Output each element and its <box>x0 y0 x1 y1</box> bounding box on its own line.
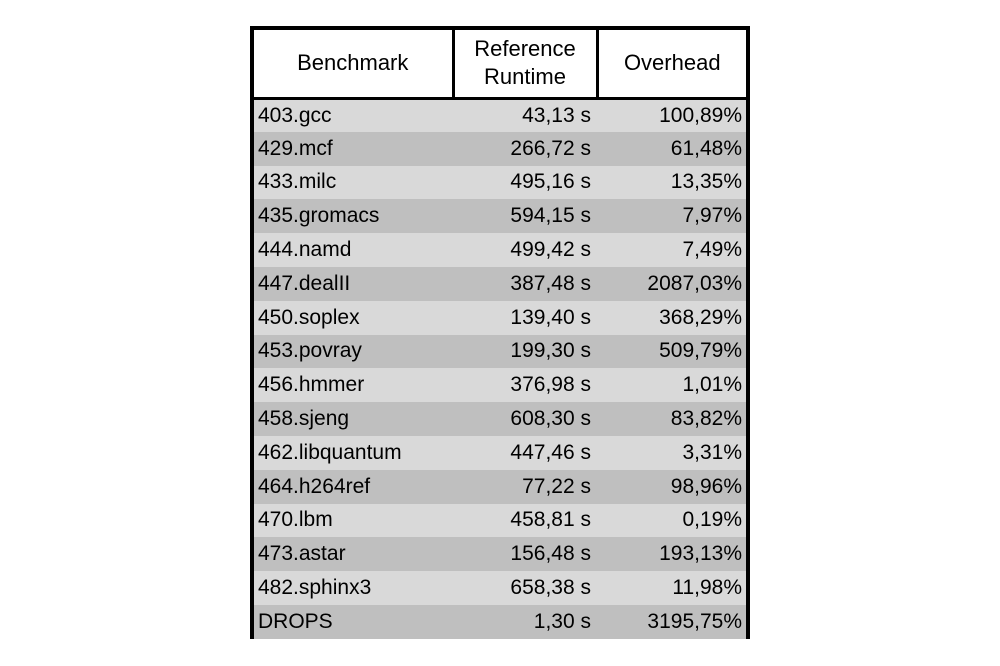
reference-runtime-cell: 139,40 s <box>453 300 597 335</box>
reference-runtime-cell: 594,15 s <box>453 199 597 234</box>
table-row: 458.sjeng 608,30 s 83,82% <box>254 402 746 436</box>
table-row: 473.astar 156,48 s 193,13% <box>254 537 746 572</box>
benchmark-cell: 450.soplex <box>254 300 453 335</box>
reference-runtime-cell: 376,98 s <box>453 368 597 403</box>
table-row: 464.h264ref 77,22 s 98,96% <box>254 469 746 504</box>
overhead-cell: 98,96% <box>597 469 746 504</box>
benchmark-cell: 447.dealII <box>254 266 453 301</box>
benchmark-cell: 435.gromacs <box>254 199 453 234</box>
reference-runtime-cell: 77,22 s <box>453 469 597 504</box>
benchmark-cell: 458.sjeng <box>254 402 453 436</box>
overhead-cell: 509,79% <box>597 334 746 369</box>
overhead-cell: 3195,75% <box>597 604 746 639</box>
benchmark-cell: 444.namd <box>254 233 453 267</box>
reference-runtime-cell: 1,30 s <box>453 604 597 639</box>
benchmark-table: Benchmark Reference Runtime Overhead 403… <box>254 30 746 639</box>
table-row: 429.mcf 266,72 s 61,48% <box>254 131 746 166</box>
reference-runtime-cell: 387,48 s <box>453 266 597 301</box>
reference-runtime-cell: 658,38 s <box>453 571 597 605</box>
table-body: 403.gcc 43,13 s 100,89% 429.mcf 266,72 s 61,4… <box>254 98 746 639</box>
reference-runtime-cell: 43,13 s <box>453 98 597 132</box>
benchmark-cell: 456.hmmer <box>254 368 453 403</box>
benchmark-cell: 453.povray <box>254 334 453 369</box>
benchmark-cell: 462.libquantum <box>254 435 453 470</box>
table-row: 453.povray 199,30 s 509,79% <box>254 334 746 369</box>
table-row: 470.lbm 458,81 s 0,19% <box>254 503 746 538</box>
reference-runtime-cell: 447,46 s <box>453 435 597 470</box>
reference-runtime-cell: 266,72 s <box>453 131 597 166</box>
overhead-cell: 368,29% <box>597 300 746 335</box>
table-row: 403.gcc 43,13 s 100,89% <box>254 98 746 132</box>
reference-runtime-cell: 608,30 s <box>453 402 597 436</box>
reference-runtime-cell: 199,30 s <box>453 334 597 369</box>
table-row: 433.milc 495,16 s 13,35% <box>254 165 746 200</box>
benchmark-table-frame: Benchmark Reference Runtime Overhead 403… <box>250 26 750 639</box>
benchmark-cell: 464.h264ref <box>254 469 453 504</box>
overhead-cell: 7,49% <box>597 233 746 267</box>
table-row: 450.soplex 139,40 s 368,29% <box>254 300 746 335</box>
overhead-cell: 83,82% <box>597 402 746 436</box>
reference-runtime-cell: 156,48 s <box>453 537 597 572</box>
reference-runtime-cell: 458,81 s <box>453 503 597 538</box>
benchmark-cell: 403.gcc <box>254 98 453 132</box>
overhead-cell: 193,13% <box>597 537 746 572</box>
header-reference-runtime: Reference Runtime <box>453 30 599 100</box>
benchmark-cell: 433.milc <box>254 165 453 200</box>
overhead-cell: 2087,03% <box>597 266 746 301</box>
benchmark-cell: 473.astar <box>254 537 453 572</box>
table-row: 462.libquantum 447,46 s 3,31% <box>254 435 746 470</box>
overhead-cell: 100,89% <box>597 98 746 132</box>
table-header-row: Benchmark Reference Runtime Overhead <box>254 30 746 100</box>
overhead-cell: 3,31% <box>597 435 746 470</box>
table-row: DROPS 1,30 s 3195,75% <box>254 604 746 639</box>
overhead-cell: 11,98% <box>597 571 746 605</box>
reference-runtime-cell: 499,42 s <box>453 233 597 267</box>
overhead-cell: 0,19% <box>597 503 746 538</box>
header-benchmark: Benchmark <box>254 30 455 100</box>
table-row: 435.gromacs 594,15 s 7,97% <box>254 199 746 234</box>
benchmark-cell: 482.sphinx3 <box>254 571 453 605</box>
benchmark-cell: 470.lbm <box>254 503 453 538</box>
benchmark-cell: DROPS <box>254 604 453 639</box>
header-overhead: Overhead <box>597 30 746 100</box>
table-row: 456.hmmer 376,98 s 1,01% <box>254 368 746 403</box>
overhead-cell: 13,35% <box>597 165 746 200</box>
benchmark-cell: 429.mcf <box>254 131 453 166</box>
table-row: 444.namd 499,42 s 7,49% <box>254 233 746 267</box>
reference-runtime-cell: 495,16 s <box>453 165 597 200</box>
table-row: 482.sphinx3 658,38 s 11,98% <box>254 571 746 605</box>
overhead-cell: 1,01% <box>597 368 746 403</box>
overhead-cell: 61,48% <box>597 131 746 166</box>
overhead-cell: 7,97% <box>597 199 746 234</box>
table-row: 447.dealII 387,48 s 2087,03% <box>254 266 746 301</box>
